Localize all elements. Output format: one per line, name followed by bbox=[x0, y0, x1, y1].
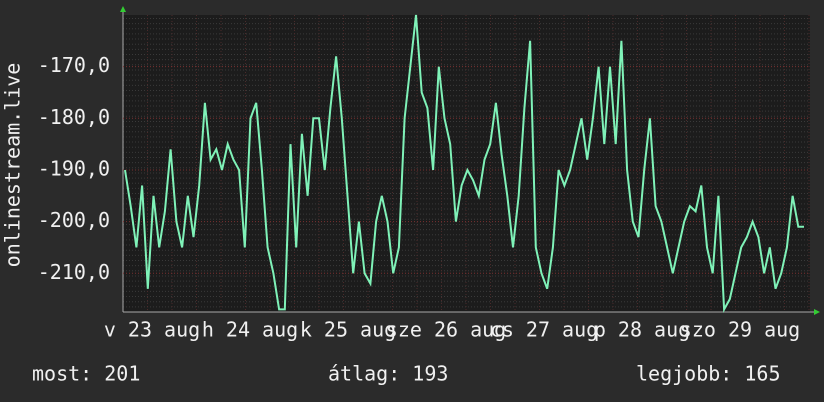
y-tick-label: -210,0 bbox=[38, 260, 110, 284]
x-tick-label: szo 29 aug bbox=[680, 318, 800, 342]
footer-max: legjobb: 165 bbox=[636, 362, 781, 386]
x-tick-label: p 28 aug bbox=[594, 318, 690, 342]
x-tick-label: k 25 aug bbox=[300, 318, 396, 342]
y-tick-label: -190,0 bbox=[38, 156, 110, 180]
arrow bbox=[814, 309, 820, 315]
x-tick-label: cs 27 aug bbox=[490, 318, 598, 342]
x-tick-label: v 23 aug bbox=[104, 318, 200, 342]
x-tick-label: h 24 aug bbox=[202, 318, 298, 342]
line-series bbox=[124, 14, 804, 313]
footer-now: most: 201 bbox=[32, 362, 140, 386]
y-axis-label: onlinestream.live bbox=[1, 63, 25, 268]
footer-avg: átlag: 193 bbox=[328, 362, 448, 386]
x-tick-label: sze 26 aug bbox=[386, 318, 506, 342]
y-tick-label: -180,0 bbox=[38, 105, 110, 129]
y-tick-label: -200,0 bbox=[38, 208, 110, 232]
y-tick-label: -170,0 bbox=[38, 53, 110, 77]
arrow bbox=[120, 6, 126, 12]
